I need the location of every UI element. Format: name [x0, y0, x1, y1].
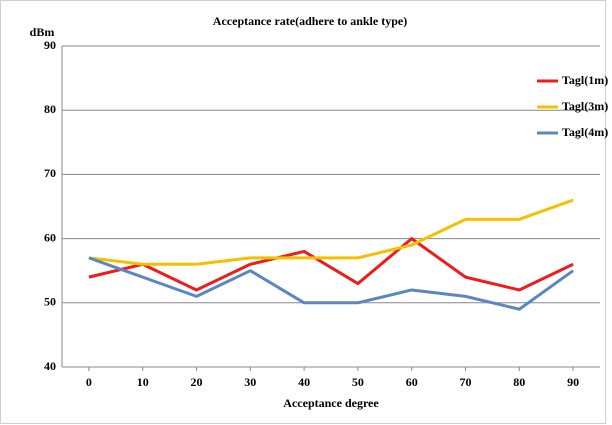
x-tick-label: 70: [460, 375, 472, 389]
chart-title: Acceptance rate(adhere to ankle type): [213, 14, 407, 28]
y-tick-label: 80: [44, 102, 56, 116]
y-tick-label: 90: [44, 38, 56, 52]
x-axis-label: Acceptance degree: [283, 396, 379, 410]
x-tick-label: 0: [86, 375, 92, 389]
y-tick-label: 50: [44, 295, 56, 309]
x-tick-label: 40: [298, 375, 310, 389]
x-tick-label: 20: [191, 375, 203, 389]
y-axis-label: dBm: [30, 25, 55, 39]
x-tick-label: 50: [352, 375, 364, 389]
series-line: [88, 256, 574, 311]
y-tick-label: 60: [44, 230, 56, 244]
legend-label: Tagl(1m): [562, 73, 608, 87]
x-tick-label: 10: [137, 375, 149, 389]
y-tick-label: 70: [44, 166, 56, 180]
x-tick-label: 90: [567, 375, 579, 389]
legend-label: Tagl(4m): [562, 125, 608, 139]
y-tick-label: 40: [44, 359, 56, 373]
legend-label: Tagl(3m): [562, 99, 608, 113]
series-line: [88, 198, 574, 266]
series-line: [88, 237, 574, 292]
x-tick-label: 80: [513, 375, 525, 389]
x-tick-label: 60: [406, 375, 418, 389]
x-tick-label: 30: [244, 375, 256, 389]
